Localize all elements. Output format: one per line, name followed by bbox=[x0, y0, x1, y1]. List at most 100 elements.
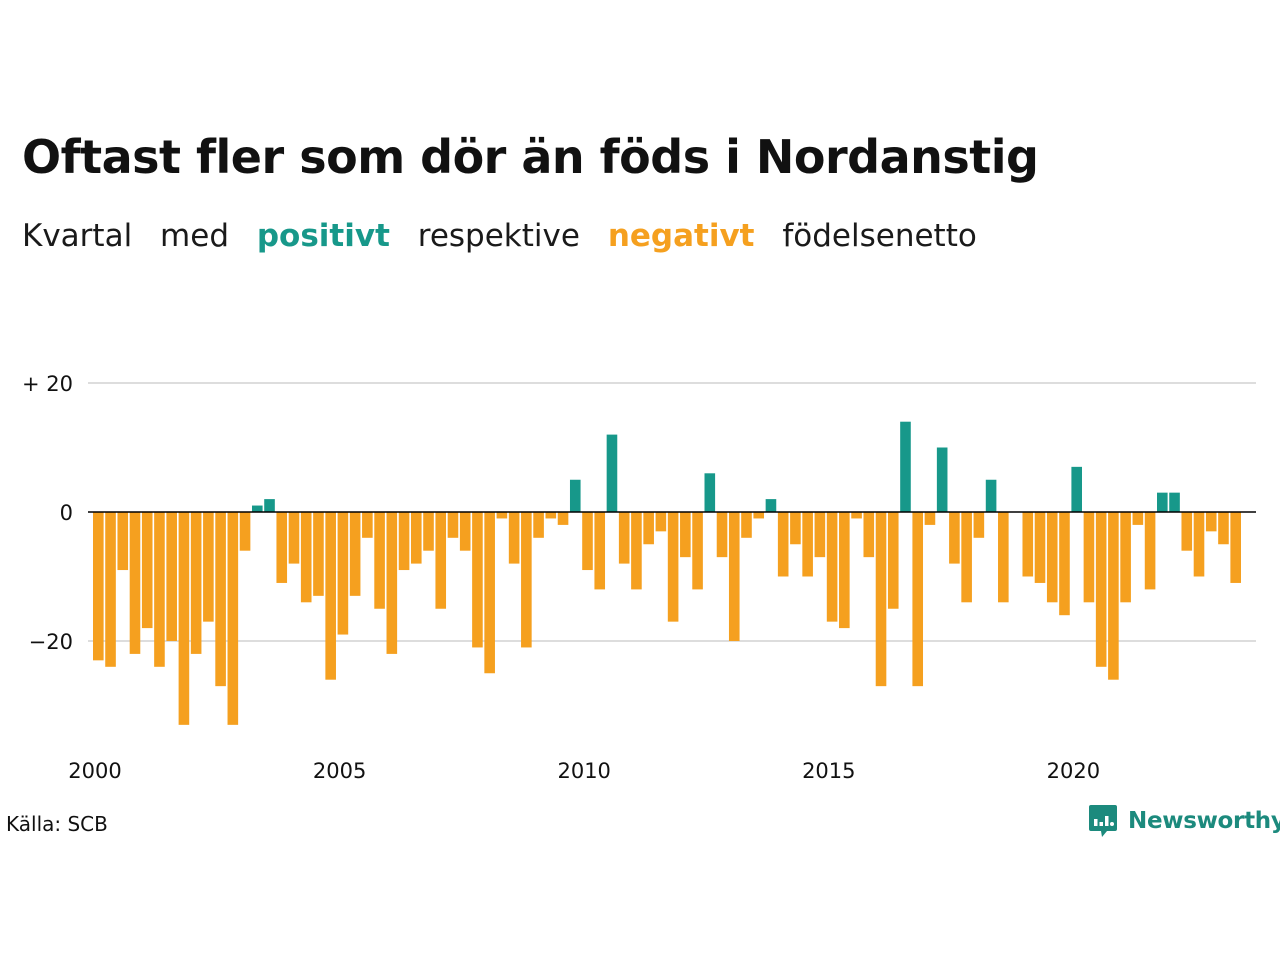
bar bbox=[655, 512, 667, 532]
bar bbox=[631, 512, 642, 590]
newsworthy-brand: Newsworthy bbox=[1088, 804, 1280, 838]
bar bbox=[582, 512, 593, 571]
bar bbox=[998, 512, 1009, 603]
bar bbox=[300, 512, 312, 603]
bar bbox=[704, 473, 716, 512]
bar bbox=[154, 512, 165, 667]
bar bbox=[863, 512, 875, 558]
bar bbox=[961, 512, 972, 603]
bar bbox=[826, 512, 838, 622]
bar bbox=[900, 421, 911, 512]
bar bbox=[325, 512, 336, 680]
bar bbox=[215, 512, 226, 687]
bar-chart: + 20 0 −20 2000 2005 2010 2015 2020 bbox=[22, 372, 1256, 783]
bar bbox=[386, 512, 398, 654]
bar bbox=[239, 512, 251, 551]
x-tick-label: 2005 bbox=[313, 759, 366, 783]
bar bbox=[569, 479, 581, 512]
bar bbox=[887, 512, 899, 609]
bar bbox=[288, 512, 300, 564]
bar bbox=[117, 512, 129, 571]
subtitle-text-3: respektive bbox=[417, 218, 580, 254]
bar bbox=[680, 512, 691, 558]
bar bbox=[814, 512, 826, 558]
bar bbox=[667, 512, 679, 622]
x-tick-label: 2010 bbox=[557, 759, 610, 783]
bar bbox=[1108, 512, 1119, 680]
bar bbox=[1022, 512, 1034, 577]
bar bbox=[765, 499, 777, 512]
bar bbox=[349, 512, 361, 596]
bar bbox=[410, 512, 422, 564]
chart-subtitle: Kvartal med positivt respektive negativt… bbox=[22, 218, 995, 254]
x-tick-label: 2000 bbox=[68, 759, 121, 783]
bar bbox=[618, 512, 630, 564]
bar bbox=[496, 512, 508, 519]
subtitle-positive-word: positivt bbox=[256, 218, 390, 254]
bar bbox=[251, 505, 263, 512]
subtitle-negative-word: negativt bbox=[607, 218, 755, 254]
bar bbox=[129, 512, 141, 654]
bar bbox=[692, 512, 703, 590]
subtitle-text-4: födelsenetto bbox=[782, 218, 977, 254]
bar bbox=[716, 512, 728, 558]
bar bbox=[936, 447, 948, 512]
bar bbox=[227, 512, 239, 725]
bar bbox=[1132, 512, 1144, 525]
bar bbox=[1144, 512, 1156, 590]
bar bbox=[985, 479, 997, 512]
bar bbox=[777, 512, 789, 577]
bar bbox=[1193, 512, 1205, 577]
subtitle-text-1: Kvartal bbox=[22, 218, 133, 254]
bar bbox=[1169, 492, 1180, 512]
bar bbox=[594, 512, 606, 590]
x-tick-label: 2015 bbox=[802, 759, 855, 783]
chart-title: Oftast fler som dör än föds i Nordanstig bbox=[22, 130, 1039, 184]
bar bbox=[1205, 512, 1217, 532]
bar bbox=[190, 512, 202, 654]
bar bbox=[949, 512, 960, 564]
bar bbox=[924, 512, 936, 525]
bar bbox=[802, 512, 813, 577]
bars bbox=[93, 421, 1241, 725]
bar bbox=[313, 512, 324, 596]
bar bbox=[728, 512, 740, 641]
bar bbox=[337, 512, 349, 635]
bar bbox=[875, 512, 887, 687]
bar bbox=[1181, 512, 1193, 551]
bar bbox=[105, 512, 116, 667]
bar bbox=[166, 512, 177, 641]
bar bbox=[423, 512, 434, 551]
bar bbox=[203, 512, 214, 622]
bar bbox=[1120, 512, 1131, 603]
subtitle-text-2: med bbox=[160, 218, 229, 254]
bar bbox=[741, 512, 752, 538]
bar bbox=[141, 512, 153, 629]
bar bbox=[606, 434, 618, 512]
bar bbox=[178, 512, 190, 725]
bar bbox=[1157, 492, 1168, 512]
y-tick-label: −20 bbox=[29, 630, 73, 654]
bar bbox=[790, 512, 801, 545]
bar bbox=[447, 512, 459, 538]
bar bbox=[276, 512, 288, 583]
bar bbox=[472, 512, 483, 648]
bar bbox=[1230, 512, 1241, 583]
grid-lines bbox=[88, 382, 1256, 642]
bar bbox=[1034, 512, 1046, 583]
y-tick-label: 0 bbox=[60, 501, 73, 525]
bar bbox=[1083, 512, 1095, 603]
bar bbox=[521, 512, 532, 648]
bar bbox=[545, 512, 557, 519]
bar bbox=[1095, 512, 1107, 667]
bar bbox=[753, 512, 765, 519]
newsworthy-logo-icon bbox=[1089, 805, 1117, 837]
bar bbox=[1046, 512, 1058, 603]
bar bbox=[1071, 466, 1082, 512]
bar bbox=[1218, 512, 1229, 545]
bar bbox=[264, 499, 275, 512]
brand-name: Newsworthy bbox=[1128, 808, 1280, 834]
bar bbox=[533, 512, 544, 538]
bar bbox=[459, 512, 471, 551]
bar bbox=[851, 512, 862, 519]
